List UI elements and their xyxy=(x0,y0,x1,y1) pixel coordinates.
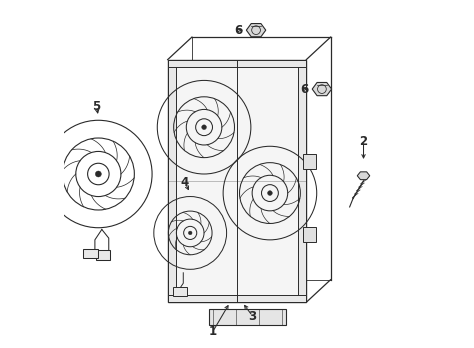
Circle shape xyxy=(188,231,192,235)
Polygon shape xyxy=(357,172,370,180)
Polygon shape xyxy=(312,82,332,96)
FancyBboxPatch shape xyxy=(303,227,316,242)
Text: 3: 3 xyxy=(248,310,256,323)
FancyBboxPatch shape xyxy=(173,287,187,296)
Text: 6: 6 xyxy=(235,24,243,37)
Circle shape xyxy=(95,171,101,177)
Bar xyxy=(298,60,306,302)
Text: 1: 1 xyxy=(209,325,217,338)
Text: 6: 6 xyxy=(300,82,308,96)
Bar xyxy=(168,60,306,302)
Circle shape xyxy=(202,125,207,129)
Circle shape xyxy=(267,191,272,196)
Bar xyxy=(168,295,306,302)
Bar xyxy=(168,60,306,66)
FancyBboxPatch shape xyxy=(96,250,110,260)
Text: 2: 2 xyxy=(359,135,367,148)
Bar xyxy=(168,60,176,302)
Bar xyxy=(210,309,285,325)
FancyBboxPatch shape xyxy=(303,154,316,169)
Text: 5: 5 xyxy=(92,100,101,113)
Text: 4: 4 xyxy=(181,176,189,189)
FancyBboxPatch shape xyxy=(83,248,98,258)
Polygon shape xyxy=(246,24,266,37)
